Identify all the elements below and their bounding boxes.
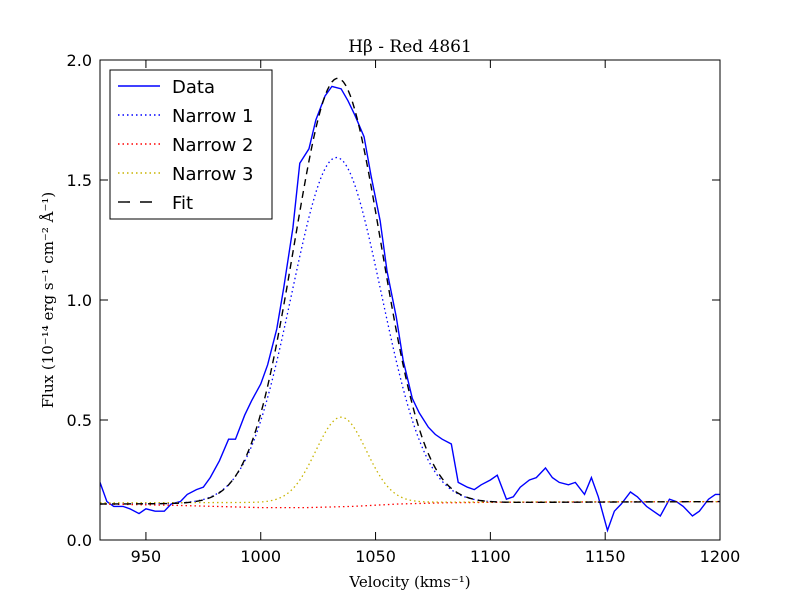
y-tick-label: 0.5 bbox=[67, 411, 92, 430]
x-tick-label: 1000 bbox=[240, 547, 281, 566]
y-tick-label: 1.0 bbox=[67, 291, 92, 310]
y-axis-label: Flux (10⁻¹⁴ erg s⁻¹ cm⁻² Å⁻¹) bbox=[39, 192, 57, 409]
legend-label-narrow-3: Narrow 3 bbox=[172, 164, 254, 185]
series-line-data bbox=[100, 85, 720, 533]
series-line-narrow-1 bbox=[100, 156, 720, 505]
legend-label-fit: Fit bbox=[172, 193, 193, 214]
y-tick-label: 1.5 bbox=[67, 171, 92, 190]
axes: 950 1000 1050 1100 1150 1200 0.0 0.5 1.0 1.5 2.0 Hβ… bbox=[39, 37, 740, 591]
series-line-fit bbox=[100, 77, 720, 505]
series-line-narrow-3 bbox=[100, 416, 720, 504]
legend-label-narrow-2: Narrow 2 bbox=[172, 135, 254, 156]
x-tick-label: 1200 bbox=[700, 547, 741, 566]
x-tick-label: 1150 bbox=[585, 547, 626, 566]
legend: Data Narrow 1 Narrow 2 Narrow 3 Fit bbox=[109, 69, 273, 220]
x-tick-label: 1100 bbox=[470, 547, 511, 566]
x-tick-label: 1050 bbox=[355, 547, 396, 566]
chart-title: Hβ - Red 4861 bbox=[348, 37, 472, 57]
legend-label-narrow-1: Narrow 1 bbox=[172, 106, 254, 127]
series-lines bbox=[100, 77, 720, 533]
y-tick-label: 0.0 bbox=[67, 531, 92, 550]
y-tick-label: 2.0 bbox=[67, 51, 92, 70]
x-tick-label: 950 bbox=[131, 547, 162, 566]
plot-area bbox=[100, 77, 720, 533]
x-axis-label: Velocity (kms⁻¹) bbox=[348, 573, 470, 591]
legend-label-data: Data bbox=[172, 77, 215, 98]
